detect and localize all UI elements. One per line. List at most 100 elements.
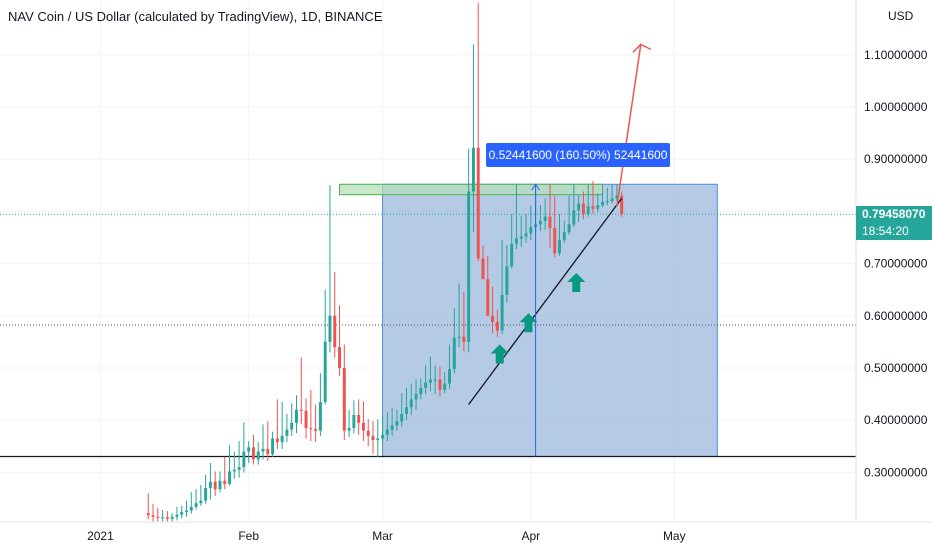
candle	[409, 383, 413, 415]
candle-body	[467, 191, 471, 342]
candle	[328, 185, 332, 353]
candle	[481, 245, 485, 280]
candle	[562, 220, 566, 243]
resistance-zone	[339, 183, 604, 196]
candle	[175, 506, 179, 521]
candle-body	[476, 147, 480, 259]
candle-body	[529, 227, 533, 234]
candle	[280, 401, 284, 449]
projection-arrow-head	[632, 43, 652, 53]
candle	[242, 422, 246, 473]
candle	[199, 484, 203, 506]
candle-body	[194, 503, 198, 507]
candle	[357, 399, 361, 435]
candle-body	[280, 435, 284, 443]
candle-body	[309, 428, 313, 430]
candle-body	[448, 369, 452, 384]
candle	[318, 373, 322, 436]
candle-body	[414, 394, 418, 400]
candle	[275, 399, 279, 449]
candle	[338, 305, 342, 376]
candle-body	[486, 279, 490, 316]
candle-body	[208, 481, 212, 489]
ascending-trendline	[468, 197, 623, 405]
candle	[385, 412, 389, 442]
time-tick-label: Apr	[521, 529, 540, 543]
candle	[204, 474, 208, 504]
candle-body	[615, 195, 619, 199]
candle	[237, 441, 241, 478]
candle-body	[438, 379, 442, 390]
candle	[620, 191, 624, 217]
time-tick-label: Feb	[238, 529, 259, 543]
candle	[476, 2, 480, 261]
candle	[610, 184, 614, 204]
candle-body	[390, 425, 394, 430]
candle	[524, 214, 528, 243]
candle	[261, 424, 265, 460]
price-range-measure-label[interactable]: 0.52441600 (160.50%) 52441600	[486, 143, 670, 167]
signal-arrows	[490, 273, 586, 364]
price-tick-label: 0.40000000	[864, 413, 928, 427]
candle	[366, 419, 370, 447]
candle-body	[471, 147, 475, 192]
candle	[309, 389, 313, 442]
candle	[189, 492, 193, 514]
candle-body	[223, 480, 227, 484]
price-tick-label: 0.70000000	[864, 257, 928, 271]
price-tick-label: 0.90000000	[864, 152, 928, 166]
candle-body	[175, 514, 179, 517]
candle	[247, 441, 251, 464]
candle-body	[409, 399, 413, 408]
candle	[510, 214, 514, 269]
candle-body	[586, 206, 590, 215]
candle-body	[251, 447, 255, 460]
candle	[395, 409, 399, 431]
candle-body	[620, 195, 624, 215]
candle-body	[581, 203, 585, 215]
candle-body	[572, 210, 576, 225]
candle	[433, 365, 437, 395]
candle-body	[500, 294, 504, 331]
candle	[161, 509, 165, 522]
candle	[605, 187, 609, 206]
candle	[543, 198, 547, 230]
candle	[381, 416, 385, 446]
chart-title: NAV Coin / US Dollar (calculated by Trad…	[8, 9, 383, 24]
candle-body	[357, 414, 361, 423]
candle	[251, 434, 255, 465]
price-scale[interactable]: 1.100000001.000000000.900000000.80000000…	[864, 48, 928, 480]
candle	[404, 387, 408, 421]
arrow-up-icon	[567, 273, 586, 293]
projection-arrow-line	[616, 44, 642, 207]
candle	[347, 409, 351, 437]
candle	[304, 398, 308, 439]
candle-body	[553, 228, 557, 254]
price-tick-label: 1.00000000	[864, 100, 928, 114]
horizontal-levels	[0, 213, 856, 458]
candle	[266, 421, 270, 461]
candle-body	[189, 506, 193, 511]
candle-body	[543, 216, 547, 221]
candle	[505, 244, 509, 303]
candle	[414, 379, 418, 410]
candle	[194, 489, 198, 510]
candle-body	[524, 233, 528, 237]
candle-body	[318, 401, 322, 431]
candle-body	[481, 258, 485, 280]
candle-body	[452, 337, 456, 370]
candle	[548, 184, 552, 248]
candle-body	[419, 387, 423, 395]
candle	[553, 195, 557, 258]
candle-body	[342, 368, 346, 431]
candle-body	[400, 413, 404, 422]
candle	[538, 205, 542, 232]
candle	[471, 44, 475, 233]
candle	[271, 431, 275, 457]
candle-body	[151, 515, 155, 517]
time-scale[interactable]: 2021 Feb Mar Apr May	[87, 529, 686, 543]
candle	[213, 471, 217, 496]
candle-body	[495, 322, 499, 331]
candle-body	[323, 341, 327, 402]
